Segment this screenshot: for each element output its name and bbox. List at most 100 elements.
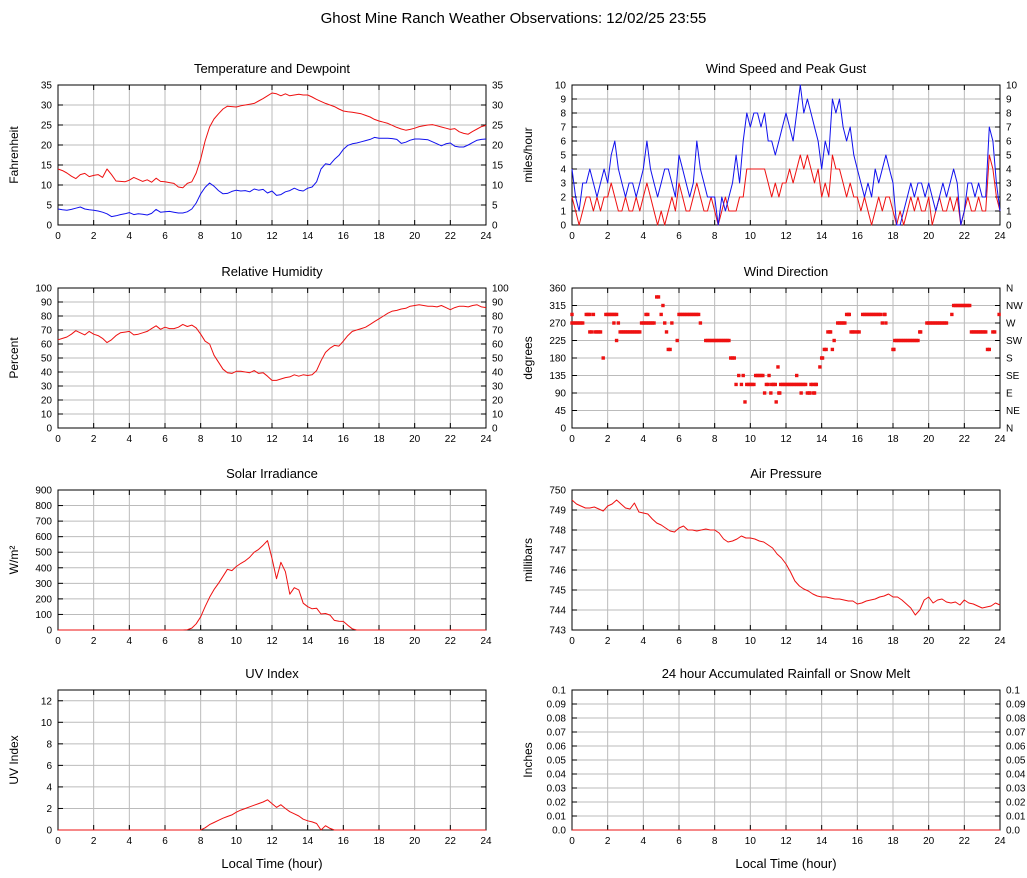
svg-text:6: 6 bbox=[162, 636, 168, 647]
wind-direction-point bbox=[616, 321, 621, 325]
wind-direction-point bbox=[902, 338, 906, 343]
wind-direction-point bbox=[869, 312, 874, 317]
wind-direction-point bbox=[655, 295, 659, 299]
wind-direction-point bbox=[918, 330, 923, 334]
wind-direction-point bbox=[679, 312, 683, 317]
wind-direction-point bbox=[604, 312, 608, 317]
wind-direction-point bbox=[591, 312, 596, 317]
wind-direction-point bbox=[941, 321, 945, 325]
svg-text:0: 0 bbox=[569, 434, 575, 445]
wind-direction-point bbox=[739, 382, 744, 387]
svg-text:12: 12 bbox=[780, 434, 792, 445]
svg-text:3: 3 bbox=[560, 179, 566, 190]
svg-text:0.09: 0.09 bbox=[1006, 700, 1026, 711]
svg-text:0: 0 bbox=[55, 434, 61, 445]
wind-direction-point bbox=[652, 321, 656, 325]
svg-text:24: 24 bbox=[480, 636, 492, 647]
svg-text:6: 6 bbox=[162, 231, 168, 242]
wind-direction-point bbox=[638, 330, 642, 334]
wind-direction-point bbox=[826, 330, 830, 334]
wind-direction-point bbox=[593, 330, 597, 334]
svg-text:12: 12 bbox=[780, 836, 792, 847]
wind-direction-point bbox=[693, 312, 697, 317]
svg-text:12: 12 bbox=[780, 636, 792, 647]
wind-direction-point bbox=[661, 303, 665, 308]
svg-text:80: 80 bbox=[492, 312, 504, 323]
svg-text:0.04: 0.04 bbox=[547, 770, 567, 781]
wind-direction-point bbox=[682, 312, 687, 317]
wind-direction-point bbox=[646, 312, 650, 317]
svg-text:2: 2 bbox=[91, 231, 97, 242]
svg-text:N: N bbox=[1006, 424, 1013, 435]
svg-text:24: 24 bbox=[994, 231, 1006, 242]
wind-direction-point bbox=[964, 303, 968, 308]
wind-direction-point bbox=[812, 391, 817, 395]
svg-text:Percent: Percent bbox=[7, 337, 21, 379]
wind-direction-point bbox=[588, 312, 592, 317]
wind-direction-point bbox=[570, 312, 574, 317]
wind-direction-point bbox=[884, 321, 888, 325]
wind-direction-point bbox=[849, 330, 853, 334]
svg-text:12: 12 bbox=[266, 434, 278, 445]
wind-direction-point bbox=[757, 373, 761, 378]
wind-direction-point bbox=[771, 382, 776, 387]
wind-direction-point bbox=[950, 312, 954, 317]
svg-text:90: 90 bbox=[492, 298, 504, 309]
wind-direction-point bbox=[896, 338, 901, 343]
svg-text:6: 6 bbox=[1006, 137, 1012, 148]
svg-text:45: 45 bbox=[555, 406, 567, 417]
wind-direction-point bbox=[737, 373, 741, 378]
svg-text:SE: SE bbox=[1006, 371, 1020, 382]
wind-direction-point bbox=[721, 338, 726, 343]
wind-direction-point bbox=[962, 303, 967, 308]
svg-text:14: 14 bbox=[816, 434, 828, 445]
svg-text:360: 360 bbox=[549, 284, 566, 295]
wind-direction-point bbox=[588, 330, 592, 334]
wind-direction-point bbox=[877, 312, 881, 317]
chart-relative-humidity: 0 2 4 6 8 10 12 14 16 18 20 22 24 0 0 10 10 20 20 30 30 40 40 5… bbox=[0, 258, 513, 458]
svg-text:7: 7 bbox=[1006, 123, 1012, 134]
wind-direction-point bbox=[689, 312, 694, 317]
wind-direction-point bbox=[698, 321, 703, 325]
svg-text:90: 90 bbox=[555, 389, 567, 400]
svg-text:748: 748 bbox=[549, 526, 566, 537]
svg-text:Wind Speed and Peak Gust: Wind Speed and Peak Gust bbox=[706, 61, 867, 76]
wind-direction-point bbox=[748, 382, 753, 387]
wind-direction-point bbox=[980, 330, 984, 334]
svg-text:0: 0 bbox=[46, 826, 52, 837]
svg-text:70: 70 bbox=[41, 326, 53, 337]
wind-direction-point bbox=[926, 321, 931, 325]
svg-text:22: 22 bbox=[445, 231, 457, 242]
svg-text:10: 10 bbox=[492, 181, 504, 192]
svg-text:16: 16 bbox=[338, 836, 350, 847]
wind-direction-point bbox=[623, 330, 628, 334]
wind-direction-point bbox=[939, 321, 943, 325]
svg-text:SW: SW bbox=[1006, 336, 1023, 347]
svg-text:4: 4 bbox=[1006, 165, 1012, 176]
wind-direction-point bbox=[912, 338, 917, 343]
svg-text:2: 2 bbox=[91, 836, 97, 847]
svg-text:0.07: 0.07 bbox=[1006, 728, 1026, 739]
wind-direction-point bbox=[900, 338, 904, 343]
wind-direction-point bbox=[805, 391, 810, 395]
svg-text:0.0: 0.0 bbox=[1006, 826, 1020, 837]
wind-direction-point bbox=[589, 330, 594, 334]
svg-text:10: 10 bbox=[745, 636, 757, 647]
wind-direction-point bbox=[800, 382, 804, 387]
svg-text:100: 100 bbox=[492, 284, 509, 295]
svg-text:S: S bbox=[1006, 354, 1013, 365]
svg-text:18: 18 bbox=[373, 636, 385, 647]
svg-text:16: 16 bbox=[852, 231, 864, 242]
wind-direction-point bbox=[753, 373, 758, 378]
svg-text:60: 60 bbox=[41, 340, 53, 351]
wind-direction-point bbox=[937, 321, 942, 325]
wind-direction-point bbox=[695, 312, 699, 317]
svg-text:Solar Irradiance: Solar Irradiance bbox=[226, 466, 318, 481]
wind-direction-point bbox=[650, 321, 654, 325]
svg-text:22: 22 bbox=[959, 836, 971, 847]
svg-text:10: 10 bbox=[555, 81, 567, 92]
svg-text:745: 745 bbox=[549, 586, 566, 597]
svg-text:18: 18 bbox=[373, 231, 385, 242]
wind-direction-point bbox=[975, 330, 979, 334]
